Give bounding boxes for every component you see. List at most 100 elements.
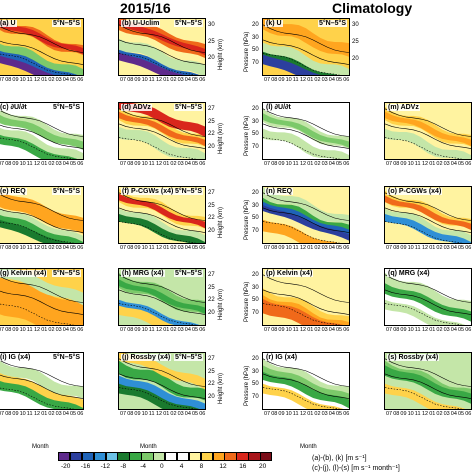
- field-band-3: [263, 205, 349, 241]
- month-tick: 11: [414, 161, 421, 167]
- month-tick: 11: [26, 411, 33, 417]
- field-band-1: [119, 279, 205, 314]
- field-band-1: [385, 111, 471, 146]
- field-band-3: [119, 305, 175, 325]
- month-tick: 04: [184, 411, 191, 417]
- month-tick: 09: [400, 245, 407, 251]
- month-tick: 01: [163, 411, 170, 417]
- month-tick: 01: [307, 245, 314, 251]
- colorbar-swatch: [165, 452, 178, 461]
- month-tick: 02: [436, 327, 443, 333]
- pressure-tick: 30: [252, 284, 259, 291]
- month-tick: 03: [443, 245, 450, 251]
- month-tick: 04: [328, 411, 335, 417]
- pressure-tick: 70: [252, 59, 259, 66]
- month-tick: 12: [156, 161, 163, 167]
- field-band-2: [385, 299, 466, 325]
- field-band-3: [119, 126, 205, 159]
- month-tick: 11: [26, 327, 33, 333]
- month-tick: 07: [264, 77, 271, 83]
- month-tick: 03: [443, 411, 450, 417]
- field-band-2: [385, 208, 471, 243]
- field-shading: [263, 187, 349, 243]
- month-tick: 01: [163, 327, 170, 333]
- panel-region-d: 5°N–5°S: [173, 104, 203, 111]
- field-shading: [0, 187, 83, 243]
- field-band-2: [263, 128, 349, 159]
- contour-line-1: [263, 373, 349, 399]
- height-tick: 30: [352, 22, 359, 28]
- month-tick: 08: [5, 411, 12, 417]
- colorbar-tick: -12: [100, 463, 110, 470]
- colorbar-tick: 4: [179, 463, 184, 470]
- month-tick: 04: [62, 411, 69, 417]
- month-tick: 09: [278, 77, 285, 83]
- pressure-tick: 50: [252, 381, 259, 387]
- month-tick: 06: [199, 327, 206, 333]
- pressure-axis-label: Pressure (hPa): [244, 115, 250, 156]
- month-tick: 06: [199, 245, 206, 251]
- month-tick: 09: [134, 411, 141, 417]
- panel-label-n: (n) REQ: [265, 188, 294, 195]
- height-axis-label: Height (km): [218, 288, 224, 320]
- colorbar-tick: 0: [160, 463, 164, 470]
- contour-line-1: [385, 207, 471, 233]
- colorbar-swatch: [117, 452, 130, 461]
- field-band-1: [0, 191, 83, 234]
- contour-line-1: [119, 123, 205, 149]
- month-tick: 06: [199, 411, 206, 417]
- month-tick: 02: [48, 245, 55, 251]
- month-tick: 11: [414, 411, 421, 417]
- panel-region-c: 5°N–5°S: [51, 104, 81, 111]
- height-tick: 20: [208, 143, 215, 150]
- field-band-0: [263, 288, 349, 325]
- height-tick: 27: [208, 190, 215, 196]
- panel-region-i: 5°N–5°S: [51, 354, 81, 361]
- month-tick: 03: [55, 327, 62, 333]
- field-band-3: [263, 383, 344, 409]
- pressure-tick: 30: [252, 368, 259, 375]
- month-tick: 04: [184, 161, 191, 167]
- panel-c: (c) ∂U/∂t 5°N–5°S: [0, 102, 84, 160]
- month-tick: 12: [300, 245, 307, 251]
- month-tick: 01: [307, 161, 314, 167]
- month-tick: 03: [177, 327, 184, 333]
- month-tick: 11: [292, 327, 299, 333]
- contour-line-0: [385, 192, 471, 221]
- month-tick: 09: [278, 327, 285, 333]
- colorbar-swatch: [188, 452, 202, 461]
- month-tick: 07: [0, 161, 5, 167]
- panel-k: (k) U 5°N–5°S: [262, 18, 350, 76]
- month-tick: 12: [156, 245, 163, 251]
- field-band-2: [0, 127, 83, 159]
- month-tick: 04: [328, 77, 335, 83]
- month-tick: 09: [134, 245, 141, 251]
- contour-line-0: [385, 358, 471, 387]
- month-tick: 04: [450, 411, 457, 417]
- month-tick: 02: [48, 411, 55, 417]
- panel-label-d: (d) ADVz: [121, 104, 152, 111]
- contour-line-1: [119, 39, 205, 65]
- field-band-1: [263, 295, 349, 325]
- pressure-tick: 20: [252, 356, 259, 362]
- month-tick: 03: [177, 245, 184, 251]
- month-tick: 10: [141, 77, 148, 83]
- field-band-3: [0, 50, 78, 75]
- month-tick: 05: [192, 411, 199, 417]
- panel-s: (s) Rossby (x4): [384, 352, 472, 410]
- pressure-tick: 50: [252, 131, 259, 137]
- contour-line-1: [119, 207, 205, 233]
- month-tick: 06: [465, 327, 472, 333]
- field-band-2: [0, 277, 83, 325]
- panel-l: (l) ∂U/∂t: [262, 102, 350, 160]
- field-band-1: [263, 365, 349, 404]
- month-tick: 07: [386, 161, 393, 167]
- month-tick: 07: [0, 327, 5, 333]
- panel-f: (f) P-CGWs (x4) 5°N–5°S: [118, 186, 206, 244]
- contour-line-0: [263, 358, 349, 387]
- field-band-2: [385, 128, 471, 159]
- month-tick: 06: [77, 245, 84, 251]
- field-band-2: [119, 353, 205, 390]
- panel-label-i: (i) IG (x4): [0, 354, 32, 361]
- month-tick: 11: [148, 77, 155, 83]
